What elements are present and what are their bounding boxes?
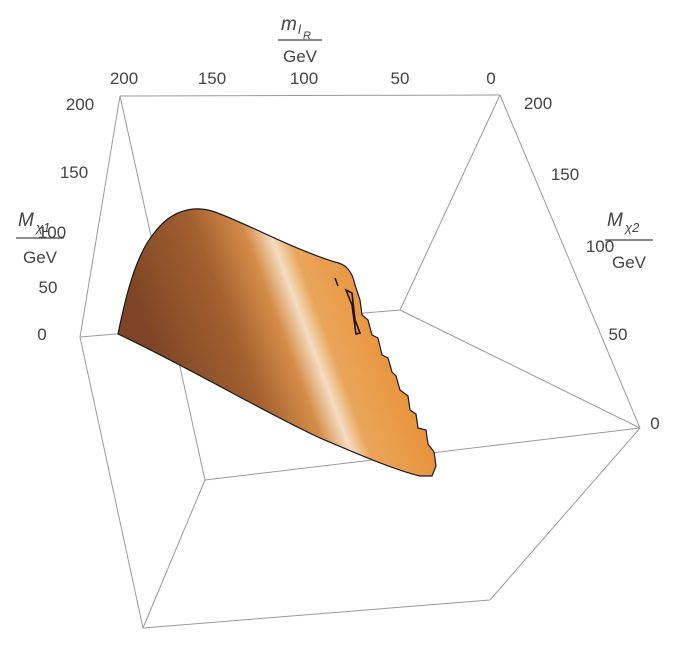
box-edge xyxy=(489,427,641,601)
axis-label-symbol: M xyxy=(18,210,34,231)
axis-label-unit: GeV xyxy=(612,253,647,272)
box-edge xyxy=(499,94,641,429)
tick-label: 100 xyxy=(38,223,66,242)
box-edge xyxy=(79,336,144,629)
tick-label: 0 xyxy=(650,414,659,433)
box-edge xyxy=(142,479,206,629)
top-axis-ticks: 200 150 100 50 0 xyxy=(110,69,496,88)
axis-label-subsubscript: R xyxy=(303,30,311,42)
right-axis-ticks: 200 150 100 50 0 xyxy=(524,94,660,433)
box-edge xyxy=(399,94,501,311)
axis-label-symbol: M xyxy=(607,210,623,231)
tick-label: 50 xyxy=(609,325,628,344)
tick-label: 200 xyxy=(66,95,94,114)
tick-label: 150 xyxy=(60,163,88,182)
axis-label-symbol: m xyxy=(281,14,297,35)
surface-crease xyxy=(334,277,339,287)
tick-label: 0 xyxy=(486,69,495,88)
left-axis-ticks: 200 150 100 50 0 xyxy=(37,95,94,344)
box-edge xyxy=(79,95,121,338)
box-edge xyxy=(119,94,501,97)
y-axis-label: M χ1 GeV xyxy=(16,210,64,267)
tick-label: 200 xyxy=(524,94,552,113)
tick-label: 150 xyxy=(198,69,226,88)
surface-crease xyxy=(344,288,362,335)
z-axis-label: M χ2 GeV xyxy=(605,210,653,272)
axis-label-unit: GeV xyxy=(23,248,58,267)
tick-label: 100 xyxy=(586,237,614,256)
tick-label: 50 xyxy=(391,69,410,88)
box-edge xyxy=(142,599,491,629)
axis-label-subscript: χ2 xyxy=(624,220,640,235)
surface-patch xyxy=(117,208,437,477)
tick-label: 200 xyxy=(110,69,138,88)
surface xyxy=(117,208,437,477)
axis-label-subscript: χ1 xyxy=(35,220,50,235)
box-edge xyxy=(399,309,641,429)
x-axis-label: m l R GeV xyxy=(278,14,322,66)
tick-label: 50 xyxy=(39,278,58,297)
tick-label: 100 xyxy=(290,69,318,88)
axis-label-unit: GeV xyxy=(283,47,318,66)
tick-label: 150 xyxy=(551,165,579,184)
tick-label: 0 xyxy=(37,325,46,344)
axis-label-subscript: l xyxy=(298,22,302,37)
